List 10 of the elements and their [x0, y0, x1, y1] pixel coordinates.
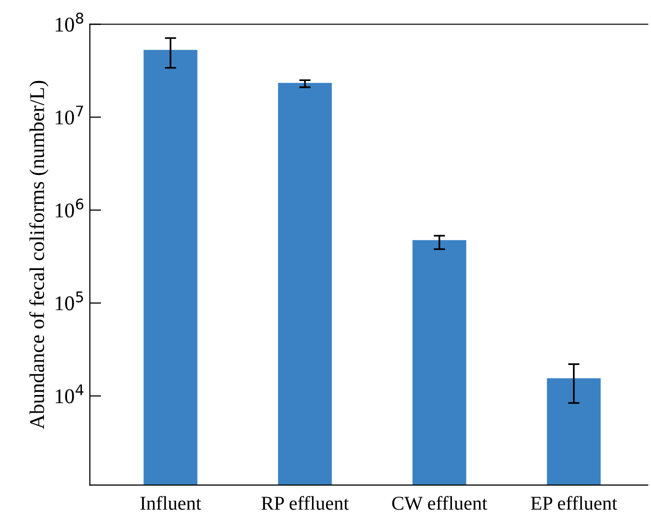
- x-tick-label: Influent: [140, 496, 202, 510]
- y-tick-label: 10$^{8}$: [56, 12, 84, 32]
- x-tick-label: EP effluent: [530, 496, 618, 510]
- y-axis-title: Abundance of fecal coliforms (number/L): [29, 80, 48, 430]
- x-tick-label: RP effluent: [261, 496, 349, 510]
- x-tick-label: CW effluent: [392, 496, 488, 510]
- y-tick-label: 10$^{4}$: [56, 384, 84, 404]
- y-tick-label: 10$^{6}$: [56, 198, 84, 218]
- y-tick-label: 10$^{5}$: [56, 292, 83, 310]
- y-tick-label: 10$^{7}$: [56, 106, 83, 124]
